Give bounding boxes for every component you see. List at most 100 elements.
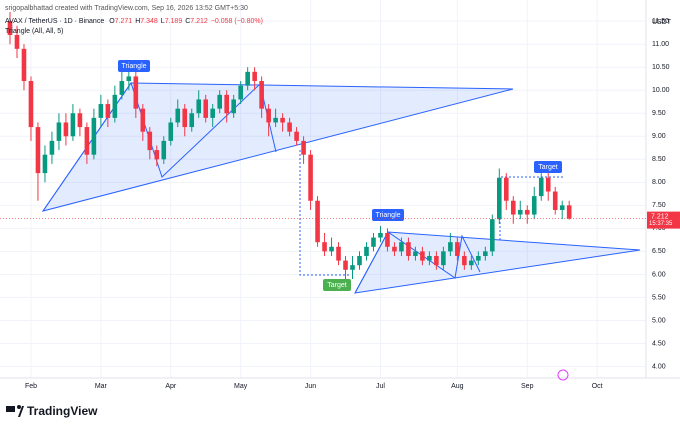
candle-body [524,209,530,215]
candle-body [371,237,376,247]
ohlc-label: H [135,18,140,25]
candle-body [434,255,439,266]
y-tick-label: 5.50 [652,294,666,301]
candle-body [476,255,481,261]
candle-body [287,122,292,132]
candle-body [217,94,222,109]
y-tick-label: 7.00 [652,225,666,232]
candle-body [343,260,348,270]
x-tick-label: Oct [592,383,603,390]
y-tick-label: 4.00 [652,363,666,370]
target-line [299,150,350,276]
ohlc-label: O [109,18,115,25]
y-tick-label: 9.50 [652,110,666,117]
candle-body [252,71,257,82]
y-tick-label: 6.00 [652,271,666,278]
candle-body [399,242,404,252]
logo: TradingView [6,404,98,418]
candle-body [168,122,174,141]
candle-body [84,127,90,155]
y-tick-label: 10.50 [652,64,670,71]
candle-body [490,219,495,252]
candle-body [392,246,397,252]
candle-body [245,71,250,86]
logo-text: TradingView [27,404,98,418]
candle-body [56,122,62,141]
annotation: Target [327,282,347,289]
change: −0.058 (−0.80%) [211,18,263,25]
candle-body [35,127,41,174]
y-tick-label: 9.00 [652,133,666,140]
candle-body [182,108,188,128]
candle-body [517,209,523,215]
annotation-box [372,209,404,221]
annotation: Triangle [121,63,146,70]
candle-body [427,255,432,261]
candle-body [301,140,306,155]
x-tick-label: May [234,383,248,390]
annotation-box [118,60,150,72]
countdown: 15:37:35 [649,221,673,227]
candle-body [77,113,83,128]
y-tick-label: 8.00 [652,179,666,186]
candle-body [231,99,236,114]
x-tick-label: Sep [521,383,534,390]
candle-body [441,251,446,266]
indicator: Triangle (All, All, 5) [5,28,63,35]
candle-body [455,242,460,256]
candle-body [210,108,216,118]
candle-body [49,140,55,155]
candle-body [91,117,97,155]
candle-body [259,81,264,109]
candle-body [154,150,160,160]
ohlc-value: 7.212 [190,18,208,25]
candle-body [497,177,502,220]
candle-body [448,242,453,252]
y-tick-label: 5.00 [652,317,666,324]
logo-mark [17,405,21,409]
candle-body [503,177,509,201]
y-tick-label: 11.00 [652,41,669,48]
ohlc-label: C [185,18,190,25]
last-price-box [647,211,680,229]
y-tick-label: 6.50 [652,248,666,255]
candle-body [322,242,327,252]
candle-body [559,205,565,210]
candle-body [469,260,474,266]
candle-body [14,34,20,49]
candle-body [98,104,104,118]
ohlc-value: 7.348 [140,18,158,25]
candle-body [336,246,341,261]
candle-body [329,246,334,252]
ohlc-value: 7.271 [115,18,133,25]
candle-body [133,76,139,109]
candle-body [161,140,167,160]
candle-body [126,76,132,82]
candle-body [315,200,320,243]
candle-body [566,205,572,219]
x-tick-label: Feb [25,383,37,390]
candle-body [357,255,362,266]
candle-body [462,255,467,266]
candle-body [140,108,146,132]
candle-body [364,246,369,256]
candle-body [552,191,558,210]
y-tick-label: 11.50 [652,18,669,25]
candle-body [238,85,243,100]
candle-body [385,232,390,247]
candle-body [70,113,76,137]
candle-body [42,154,48,174]
candle-body [175,108,181,123]
candle-body [308,154,313,201]
candle-body [266,108,271,123]
candle-body [413,251,418,256]
candle-body [273,117,278,123]
candle-body [406,242,411,256]
pattern-zigzag [354,231,481,294]
y-tick-label: 10.00 [652,87,670,94]
x-tick-label: Jun [305,383,316,390]
logo-mark [18,406,24,417]
logo-mark [6,406,15,412]
